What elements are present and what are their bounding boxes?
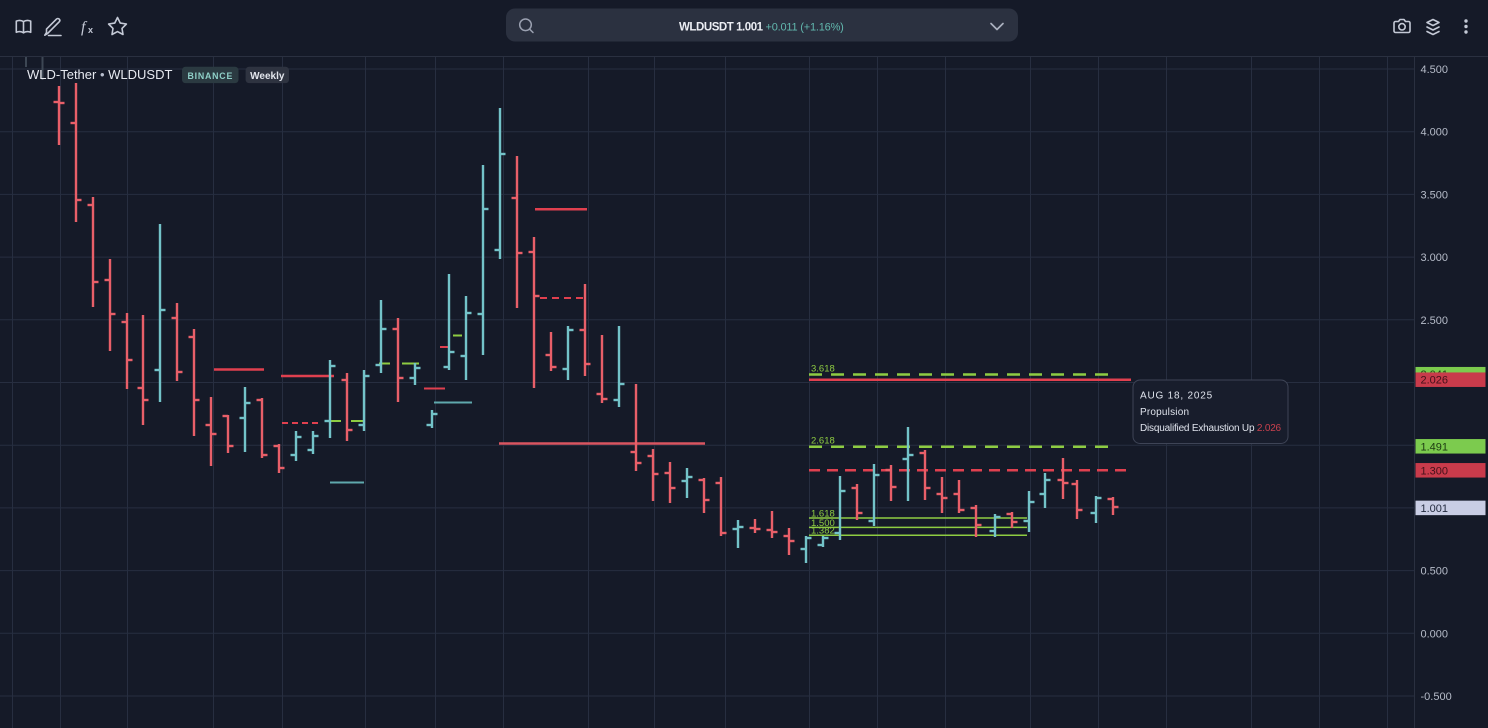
- svg-text:4.500: 4.500: [1421, 64, 1449, 76]
- svg-text:2.500: 2.500: [1421, 315, 1449, 327]
- svg-text:1.001: 1.001: [1421, 503, 1449, 515]
- svg-text:f: f: [81, 19, 88, 36]
- svg-text:2.618: 2.618: [811, 436, 835, 447]
- svg-text:1.618: 1.618: [811, 508, 835, 519]
- svg-text:3.500: 3.500: [1421, 189, 1449, 201]
- svg-text:2.026: 2.026: [1421, 375, 1449, 387]
- svg-text:3.618: 3.618: [811, 364, 835, 375]
- svg-text:1.500: 1.500: [811, 518, 835, 529]
- svg-text:0.000: 0.000: [1421, 628, 1449, 640]
- svg-text:1.491: 1.491: [1421, 441, 1449, 453]
- svg-text:Weekly: Weekly: [250, 71, 285, 82]
- svg-text:0.500: 0.500: [1421, 566, 1449, 578]
- svg-text:4.000: 4.000: [1421, 127, 1449, 139]
- svg-text:Propulsion: Propulsion: [1140, 407, 1189, 418]
- svg-text:x: x: [88, 25, 93, 35]
- svg-text:1.300: 1.300: [1421, 465, 1449, 477]
- svg-text:-0.500: -0.500: [1421, 691, 1452, 703]
- svg-text:3.000: 3.000: [1421, 252, 1449, 264]
- svg-text:WLD-Tether • WLDUSDT: WLD-Tether • WLDUSDT: [27, 67, 172, 82]
- svg-text:BINANCE: BINANCE: [187, 71, 233, 81]
- svg-text:Disqualified Exhaustion Up 2.0: Disqualified Exhaustion Up 2.026: [1140, 423, 1282, 434]
- svg-text:WLDUSDT 1.001 +0.011 (+1.16%): WLDUSDT 1.001 +0.011 (+1.16%): [679, 22, 844, 34]
- svg-text:1.382: 1.382: [811, 526, 835, 537]
- svg-text:AUG 18, 2025: AUG 18, 2025: [1140, 391, 1213, 402]
